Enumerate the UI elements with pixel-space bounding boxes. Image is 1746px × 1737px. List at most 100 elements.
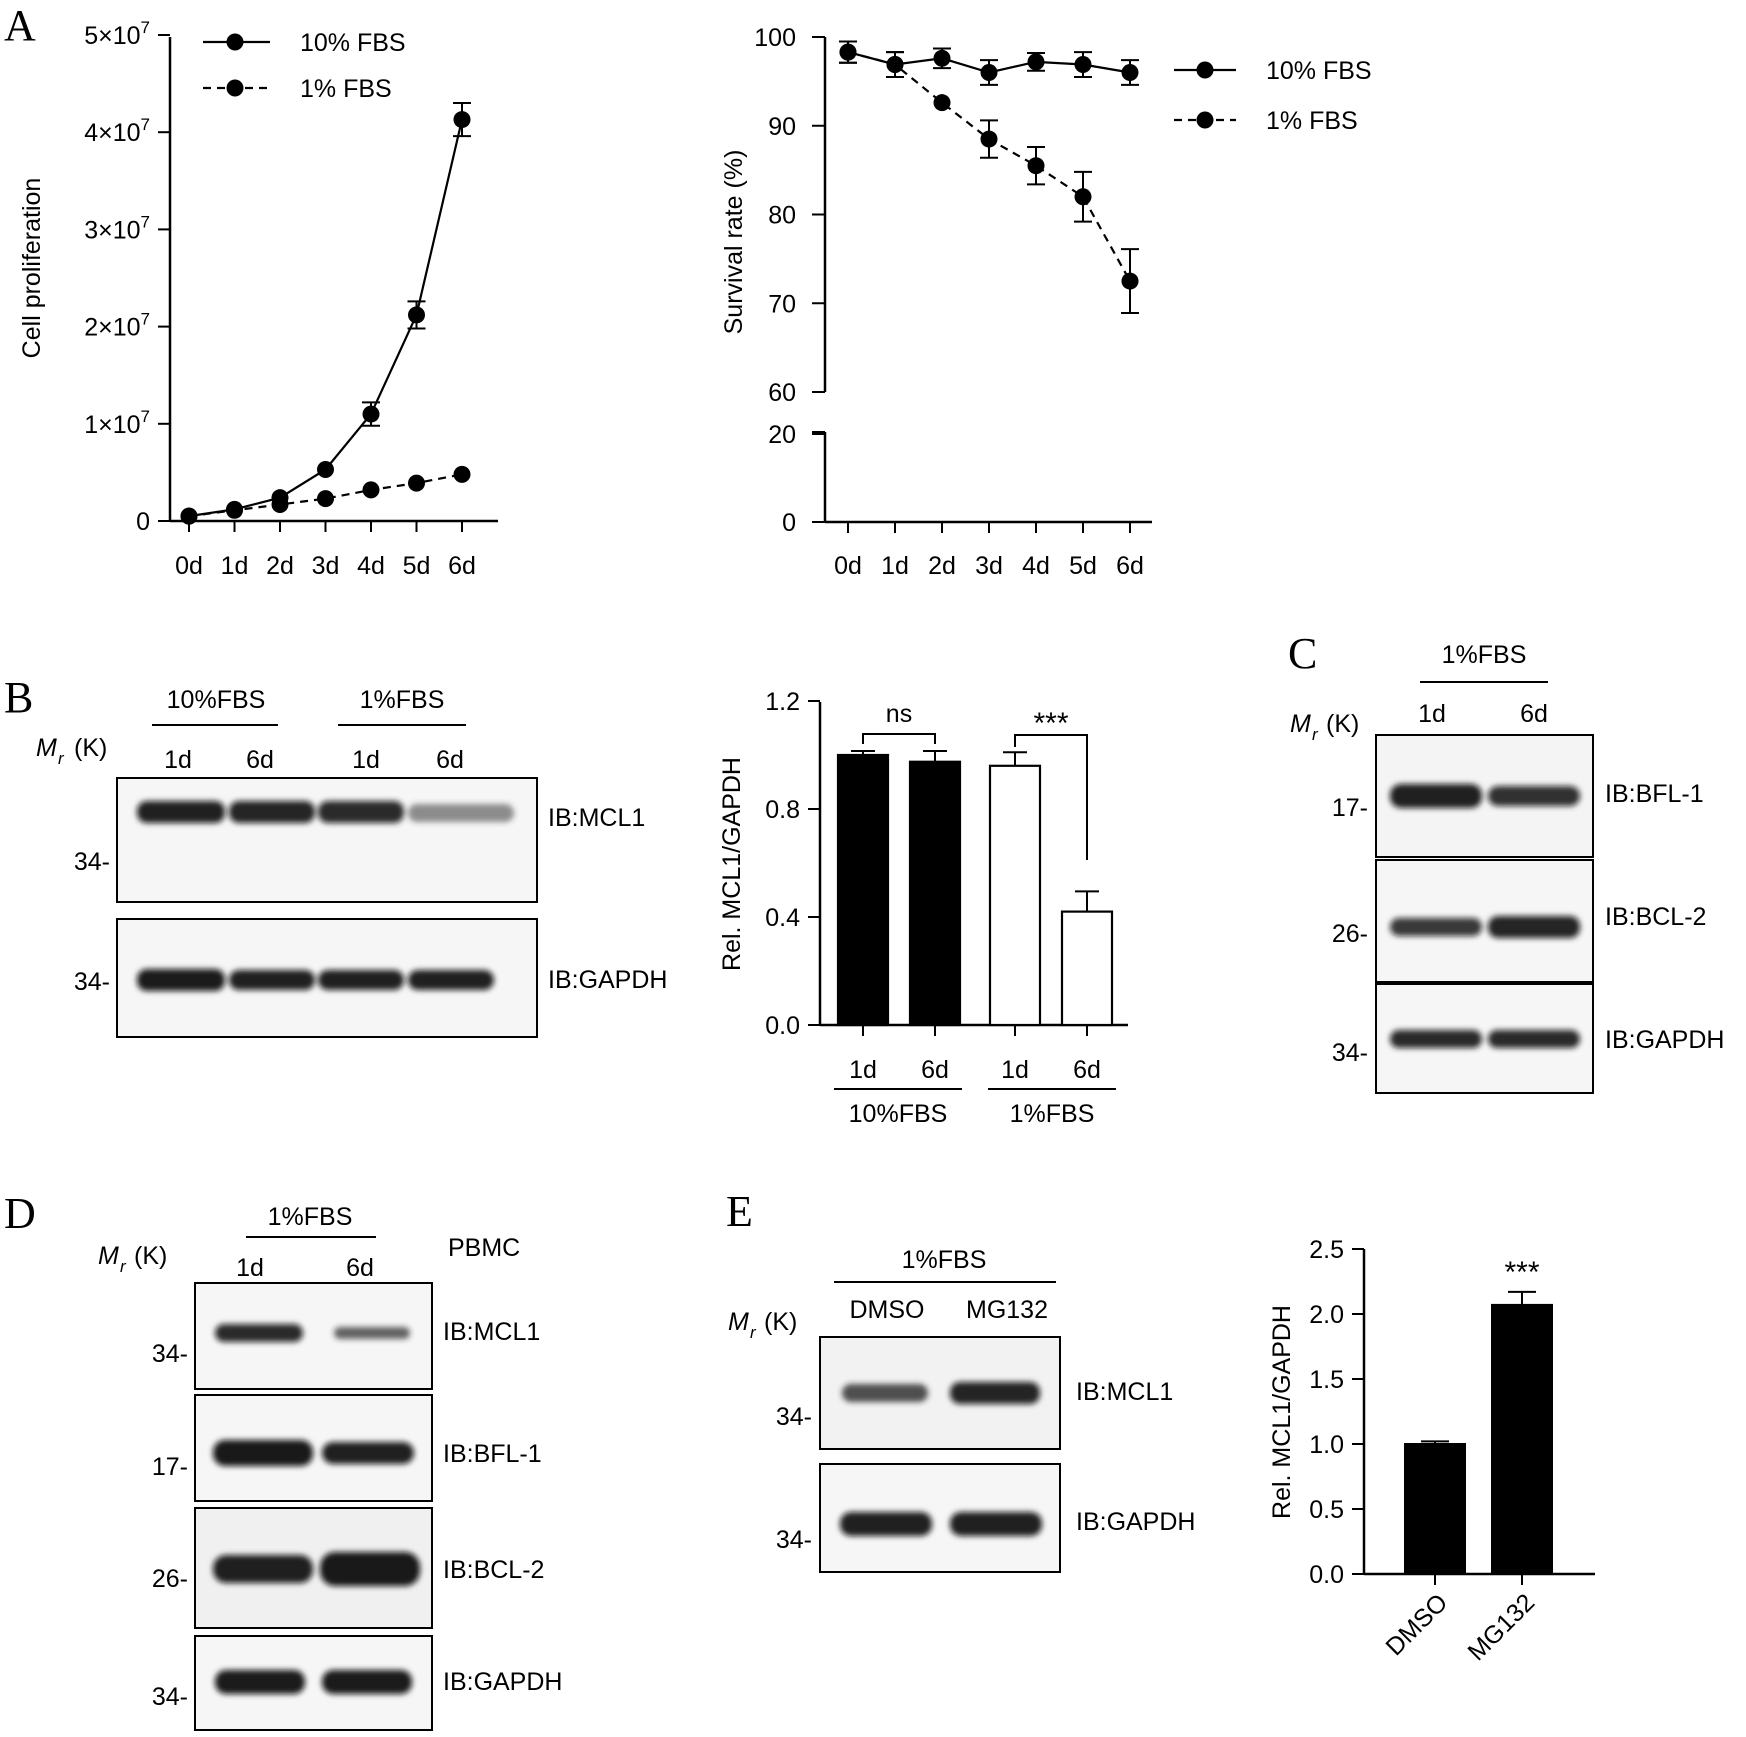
survival-y-tick-label: 100 xyxy=(754,24,796,52)
prolif-y-tick-label: 3×107 xyxy=(84,212,150,244)
blot-d-mcl1-bands xyxy=(215,1324,410,1342)
blot-e-gapdh-label: IB:GAPDH xyxy=(1076,1508,1195,1536)
band xyxy=(950,1382,1040,1404)
blot-c-gapdh-label: IB:GAPDH xyxy=(1605,1026,1724,1054)
panel-label-b: B xyxy=(4,673,33,722)
survival-x-tick-label: 1d xyxy=(881,552,909,580)
mr-label-r: r xyxy=(750,1323,757,1342)
blot-b-mcl1-membrane xyxy=(116,777,538,903)
prolif-data-point xyxy=(317,460,334,478)
band xyxy=(213,1555,313,1583)
blot-d-group: 1%FBS xyxy=(268,1203,353,1231)
prolif-legend-label: 10% FBS xyxy=(300,29,406,57)
mcl1-e-y-tick-label: 2.0 xyxy=(1309,1301,1344,1329)
blot-b-lane-3: 1d xyxy=(352,746,380,774)
mcl1-b-sig-label-ns: ns xyxy=(886,700,912,728)
survival-data-point xyxy=(980,64,998,81)
prolif-data-point xyxy=(180,507,198,525)
survival-data-point xyxy=(980,130,998,148)
mcl1-e-y-tick-label: 0.0 xyxy=(1309,1561,1344,1589)
band xyxy=(1390,918,1482,936)
blot-e-mcl1-marker: 34- xyxy=(776,1403,812,1431)
western-blot-e: 1%FBS M r (K) DMSO MG132 34- IB:MCL1 34-… xyxy=(728,1246,1195,1573)
mr-label-m: M xyxy=(1290,710,1311,738)
blot-c-gapdh-bands xyxy=(1390,1030,1580,1048)
blot-b-mr-label: M r (K) xyxy=(36,734,107,768)
band xyxy=(1488,1030,1580,1048)
survival-data-point xyxy=(1074,56,1092,74)
blot-b-lane-2: 6d xyxy=(246,746,274,774)
survival-chart: Survival rate (%) 0d 1d 2d 3d 4d 5d 6d 60 70 80 90… xyxy=(720,24,1372,580)
mcl1-b-x-tick-label: 6d xyxy=(1073,1056,1101,1084)
mcl1-b-y-tick-label: 1.2 xyxy=(765,688,800,716)
blot-c-bfl1-label: IB:BFL-1 xyxy=(1605,780,1704,808)
mcl1-b-bar xyxy=(836,753,890,1027)
prolif-y-label: Cell proliferation xyxy=(18,178,46,359)
prolif-data-point xyxy=(453,111,471,129)
mcl1-e-y-tick-label: 0.5 xyxy=(1309,1496,1344,1524)
survival-legend-label: 1% FBS xyxy=(1266,107,1358,135)
proliferation-chart: Cell proliferation 0d 1d 2d 3d 4d 5d 6d 0 1×107 2… xyxy=(18,18,498,580)
mr-label-m: M xyxy=(36,734,57,762)
survival-y-label: Survival rate (%) xyxy=(720,150,748,335)
survival-x-tick-label: 3d xyxy=(975,552,1003,580)
prolif-y-tick-label: 2×107 xyxy=(84,310,150,342)
blot-e-gapdh-bands xyxy=(840,1512,1042,1536)
blot-e-gapdh-marker: 34- xyxy=(776,1526,812,1554)
mcl1-b-x-tick-label: 1d xyxy=(849,1056,877,1084)
mr-label-unit: (K) xyxy=(1326,710,1359,738)
band xyxy=(1488,916,1580,938)
survival-data-point xyxy=(933,49,951,67)
mcl1-bar-chart-e: Rel. MCL1/GAPDH 0.0 0.5 1.0 1.5 2.0 2.5 DMSO MG… xyxy=(1268,1236,1595,1666)
band xyxy=(318,801,404,823)
blot-d-sample-label: PBMC xyxy=(448,1234,520,1262)
mcl1-e-sig-label: *** xyxy=(1504,1256,1539,1289)
blot-e-mr-label: M r (K) xyxy=(728,1308,797,1342)
mr-label-m: M xyxy=(728,1308,749,1336)
mcl1-e-x-tick-label: MG132 xyxy=(1462,1588,1540,1666)
mcl1-e-bar xyxy=(1491,1303,1553,1576)
blot-c-gapdh-marker: 34- xyxy=(1332,1039,1368,1067)
blot-e-group: 1%FBS xyxy=(902,1246,987,1274)
survival-data-point xyxy=(1027,53,1045,71)
blot-c-bcl2-marker: 26- xyxy=(1332,920,1368,948)
band xyxy=(229,801,315,823)
blot-b-mcl1-bands xyxy=(137,801,514,823)
mr-label-unit: (K) xyxy=(134,1242,167,1270)
blot-d-bcl2-label: IB:BCL-2 xyxy=(443,1556,544,1584)
blot-e-lane-1: DMSO xyxy=(850,1296,925,1324)
band xyxy=(215,1670,305,1694)
survival-data-point xyxy=(839,43,857,61)
blot-e-mcl1-bands xyxy=(842,1382,1040,1404)
blot-b-lane-4: 6d xyxy=(436,746,464,774)
blot-c-bfl1-marker: 17- xyxy=(1332,794,1368,822)
mr-label-unit: (K) xyxy=(764,1308,797,1336)
survival-series-line-1 xyxy=(847,51,1131,282)
blot-d-bfl1-label: IB:BFL-1 xyxy=(443,1440,542,1468)
mr-label-r: r xyxy=(120,1257,127,1276)
mcl1-b-x-tick-label: 1d xyxy=(1001,1056,1029,1084)
blot-c-bcl2-label: IB:BCL-2 xyxy=(1605,903,1706,931)
prolif-data-point xyxy=(271,495,289,513)
mcl1-b-bar xyxy=(908,760,962,1027)
prolif-data-point xyxy=(453,465,471,483)
survival-legend-label: 10% FBS xyxy=(1266,57,1372,85)
western-blot-c: 1%FBS M r (K) 1d 6d 17- IB:BFL-1 26- IB:… xyxy=(1290,641,1724,1094)
mcl1-e-y-tick-label: 1.0 xyxy=(1309,1431,1344,1459)
prolif-y-tick-label: 1×107 xyxy=(84,407,150,439)
blot-b-gapdh-label: IB:GAPDH xyxy=(548,966,667,994)
survival-x-tick-label: 4d xyxy=(1022,552,1050,580)
blot-b-mcl1-label: IB:MCL1 xyxy=(548,804,645,832)
band xyxy=(408,970,494,990)
prolif-data-point xyxy=(317,490,334,508)
mcl1-bar-chart-b: Rel. MCL1/GAPDH 10%FBS 1%FBS 0.0 0.4 0.8 1.… xyxy=(718,688,1128,1128)
western-blot-d: 1%FBS PBMC M r (K) 1d 6d 34- IB:MCL1 17-… xyxy=(98,1203,562,1731)
survival-x-tick-label: 6d xyxy=(1116,552,1144,580)
mr-label-r: r xyxy=(1312,725,1319,744)
blot-c-bcl2-bands xyxy=(1390,916,1580,938)
blot-c-group: 1%FBS xyxy=(1442,641,1527,669)
mr-label-unit: (K) xyxy=(74,734,107,762)
mcl1-b-sig-label-stars: *** xyxy=(1033,707,1068,740)
mcl1-e-y-tick-label: 1.5 xyxy=(1309,1366,1344,1394)
band xyxy=(322,1670,412,1694)
